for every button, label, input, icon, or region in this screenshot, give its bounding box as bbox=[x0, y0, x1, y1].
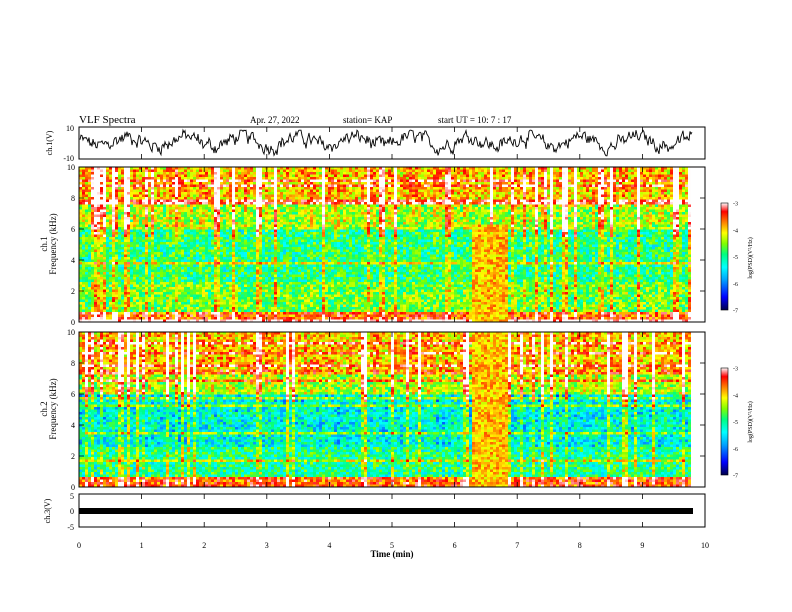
x-axis-label: Time (min) bbox=[370, 549, 413, 559]
ch1-colorbar-ticks: -3 -4 -5 -6 -7 bbox=[733, 202, 738, 315]
colorbar-tick-label: -4 bbox=[733, 228, 738, 234]
colorbar-tick-label: -7 bbox=[733, 309, 738, 315]
colorbar-tick-label: -4 bbox=[733, 393, 738, 399]
ch2-spec-ylabel: Frequency (kHz) bbox=[48, 378, 58, 439]
ch3-ytick-top: 5 bbox=[70, 492, 74, 501]
colorbar-tick-label: -5 bbox=[733, 255, 738, 261]
ch2-spectrogram-cells bbox=[79, 332, 691, 487]
colorbar-tick-label: -7 bbox=[733, 474, 738, 480]
x-tick-label: 9 bbox=[640, 541, 644, 550]
x-tick-label: 10 bbox=[701, 541, 709, 550]
ch1-colorbar-label: log(PSD)(V²/Hz) bbox=[747, 237, 754, 278]
ch2-colorbar bbox=[721, 368, 728, 475]
colorbar-tick-label: -3 bbox=[733, 202, 738, 208]
ch3-ytick-mid: 0 bbox=[70, 507, 74, 516]
x-tick-label: 0 bbox=[77, 541, 81, 550]
ytick-label: 2 bbox=[71, 452, 75, 461]
x-tick-label: 7 bbox=[515, 541, 519, 550]
figure-start-ut: start UT = 10: 7 : 17 bbox=[438, 115, 512, 125]
ytick-label: 2 bbox=[71, 287, 75, 296]
ch3-signal-line bbox=[79, 508, 693, 514]
ch3-ylabel: ch.3(V) bbox=[43, 498, 52, 523]
colorbar-tick-label: -6 bbox=[733, 447, 738, 453]
ch3-signal-panel: 5 0 -5 ch.3(V) bbox=[43, 492, 705, 532]
ch1-ytick-bottom: -10 bbox=[63, 154, 74, 163]
colorbar-tick-label: -5 bbox=[733, 420, 738, 426]
colorbar-tick-label: -6 bbox=[733, 282, 738, 288]
colorbar-tick-label: -3 bbox=[733, 367, 738, 373]
ytick-label: 10 bbox=[67, 328, 75, 337]
x-tick-label: 1 bbox=[140, 541, 144, 550]
figure-title: VLF Spectra bbox=[79, 114, 136, 126]
ytick-label: 10 bbox=[67, 163, 75, 172]
ytick-label: 0 bbox=[71, 318, 75, 327]
ch1-colorbar bbox=[721, 203, 728, 310]
figure-date: Apr. 27, 2022 bbox=[250, 115, 300, 125]
ch1-spectrogram-cells bbox=[79, 167, 691, 322]
figure-station: station= KAP bbox=[343, 115, 392, 125]
ytick-label: 8 bbox=[71, 359, 75, 368]
ytick-label: 4 bbox=[71, 421, 75, 430]
ch1-spec-ylabel: Frequency (kHz) bbox=[48, 213, 58, 274]
ch1-waveform-panel: 10 -10 ch.1(V) bbox=[45, 124, 705, 163]
ytick-label: 8 bbox=[71, 194, 75, 203]
ch3-ytick-bottom: -5 bbox=[67, 523, 74, 532]
ytick-label: 4 bbox=[71, 256, 75, 265]
x-tick-label: 8 bbox=[578, 541, 582, 550]
ch2-colorbar-ticks: -3 -4 -5 -6 -7 bbox=[733, 367, 738, 480]
ch1-ylabel: ch.1(V) bbox=[45, 130, 54, 155]
x-tick-label: 2 bbox=[202, 541, 206, 550]
ytick-label: 0 bbox=[71, 483, 75, 492]
ytick-label: 6 bbox=[71, 390, 75, 399]
ch2-colorbar-label: log(PSD)(V²/Hz) bbox=[747, 401, 754, 442]
x-tick-label: 4 bbox=[327, 541, 331, 550]
x-tick-label: 3 bbox=[265, 541, 269, 550]
x-tick-label: 6 bbox=[453, 541, 457, 550]
ytick-label: 6 bbox=[71, 225, 75, 234]
ch1-ytick-top: 10 bbox=[66, 124, 74, 133]
